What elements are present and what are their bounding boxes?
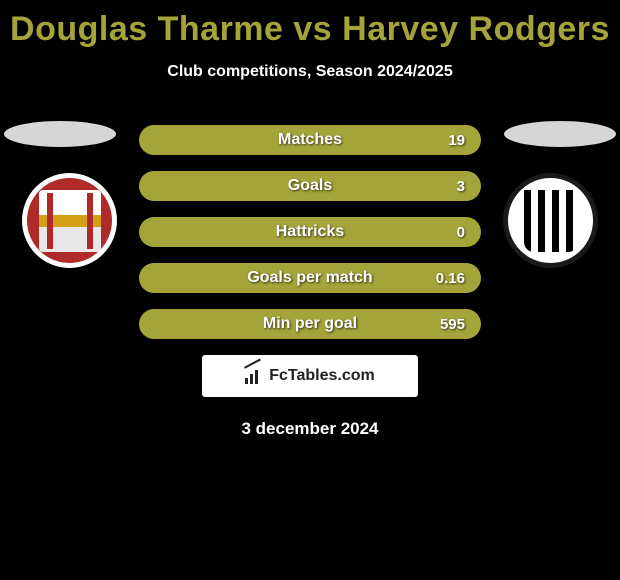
comparison-area: Matches 19 Goals 3 Hattricks 0 Goals per… (0, 117, 620, 439)
stats-list: Matches 19 Goals 3 Hattricks 0 Goals per… (139, 117, 481, 339)
subtitle: Club competitions, Season 2024/2025 (0, 63, 620, 81)
stat-row-goals-per-match: Goals per match 0.16 (139, 263, 481, 293)
stat-right-value: 0.16 (419, 270, 465, 287)
brand-box[interactable]: FcTables.com (202, 355, 418, 397)
bar-chart-icon (245, 368, 263, 384)
stat-right-value: 19 (419, 132, 465, 149)
player-left-shadow (4, 121, 116, 147)
club-badge-left (22, 173, 117, 268)
stat-label: Goals (201, 177, 419, 195)
accrington-crest-icon (39, 190, 101, 252)
stat-right-value: 0 (419, 224, 465, 241)
player-right-shadow (504, 121, 616, 147)
stat-label: Goals per match (201, 269, 419, 287)
stat-row-matches: Matches 19 (139, 125, 481, 155)
page-title: Douglas Tharme vs Harvey Rodgers (0, 0, 620, 49)
stat-label: Min per goal (201, 315, 419, 333)
date: 3 december 2024 (0, 419, 620, 439)
stat-label: Hattricks (201, 223, 419, 241)
club-badge-right (503, 173, 598, 268)
stat-label: Matches (201, 131, 419, 149)
stat-row-goals: Goals 3 (139, 171, 481, 201)
stat-right-value: 595 (419, 316, 465, 333)
stat-row-min-per-goal: Min per goal 595 (139, 309, 481, 339)
stat-right-value: 3 (419, 178, 465, 195)
grimsby-crest-icon (524, 190, 578, 252)
stat-row-hattricks: Hattricks 0 (139, 217, 481, 247)
brand-text: FcTables.com (269, 367, 375, 385)
